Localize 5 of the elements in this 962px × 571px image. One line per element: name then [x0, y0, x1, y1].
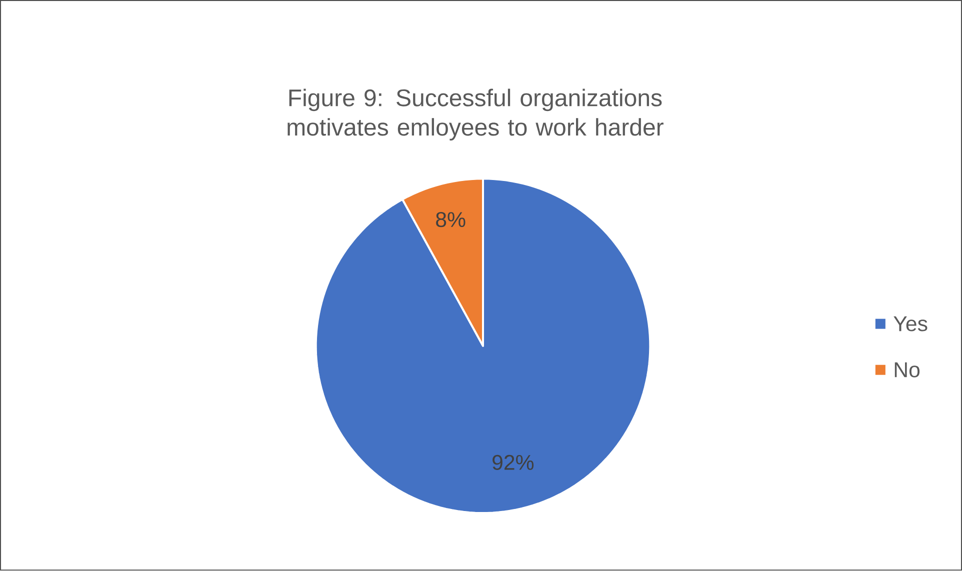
data-label: 92%	[492, 455, 534, 470]
legend-label: No	[894, 362, 920, 378]
data-label: 8%	[436, 212, 466, 228]
legend-label: Yes	[894, 316, 928, 332]
chart-title: Figure 9: Successful organizations motivates emloyees to work harder	[288, 88, 664, 141]
